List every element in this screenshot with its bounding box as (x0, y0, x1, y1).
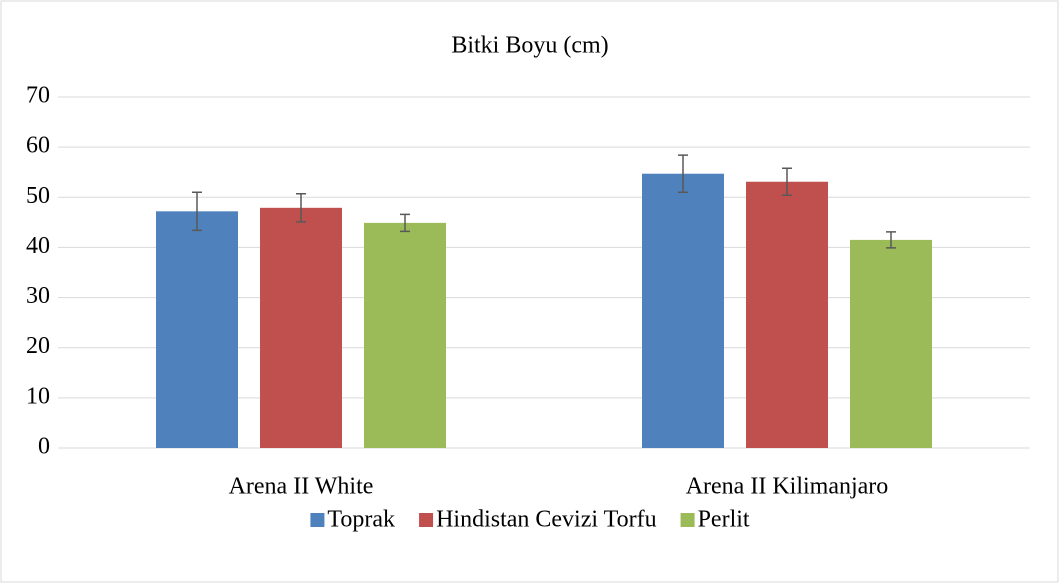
bar (746, 181, 828, 448)
bar (364, 222, 446, 448)
error-bar (296, 193, 306, 223)
legend-swatch (419, 513, 434, 527)
legend-label: Toprak (327, 507, 395, 533)
y-tick-label: 30 (26, 283, 50, 309)
bar (850, 239, 932, 448)
y-tick-label: 10 (26, 383, 50, 409)
x-tick-label: Arena II White (229, 474, 374, 500)
y-tick-label: 70 (26, 83, 50, 109)
y-tick-label: 0 (38, 434, 50, 460)
error-bar (400, 213, 410, 233)
legend-swatch (310, 513, 325, 527)
error-bar (678, 154, 688, 194)
bar (260, 207, 342, 448)
error-bar (886, 231, 896, 249)
x-tick-label: Arena II Kilimanjaro (686, 474, 889, 500)
error-bar (782, 167, 792, 197)
chart-title: Bitki Boyu (cm) (451, 33, 608, 59)
error-bar (192, 191, 202, 232)
bar (642, 173, 724, 448)
y-tick-label: 50 (26, 183, 50, 209)
y-tick-label: 40 (26, 233, 50, 259)
legend-swatch (680, 513, 695, 527)
legend-label: Perlit (698, 507, 750, 533)
legend-label: Hindistan Cevizi Torfu (436, 507, 657, 533)
y-tick-label: 60 (26, 133, 50, 159)
y-tick-label: 20 (26, 333, 50, 359)
bar (156, 211, 238, 448)
